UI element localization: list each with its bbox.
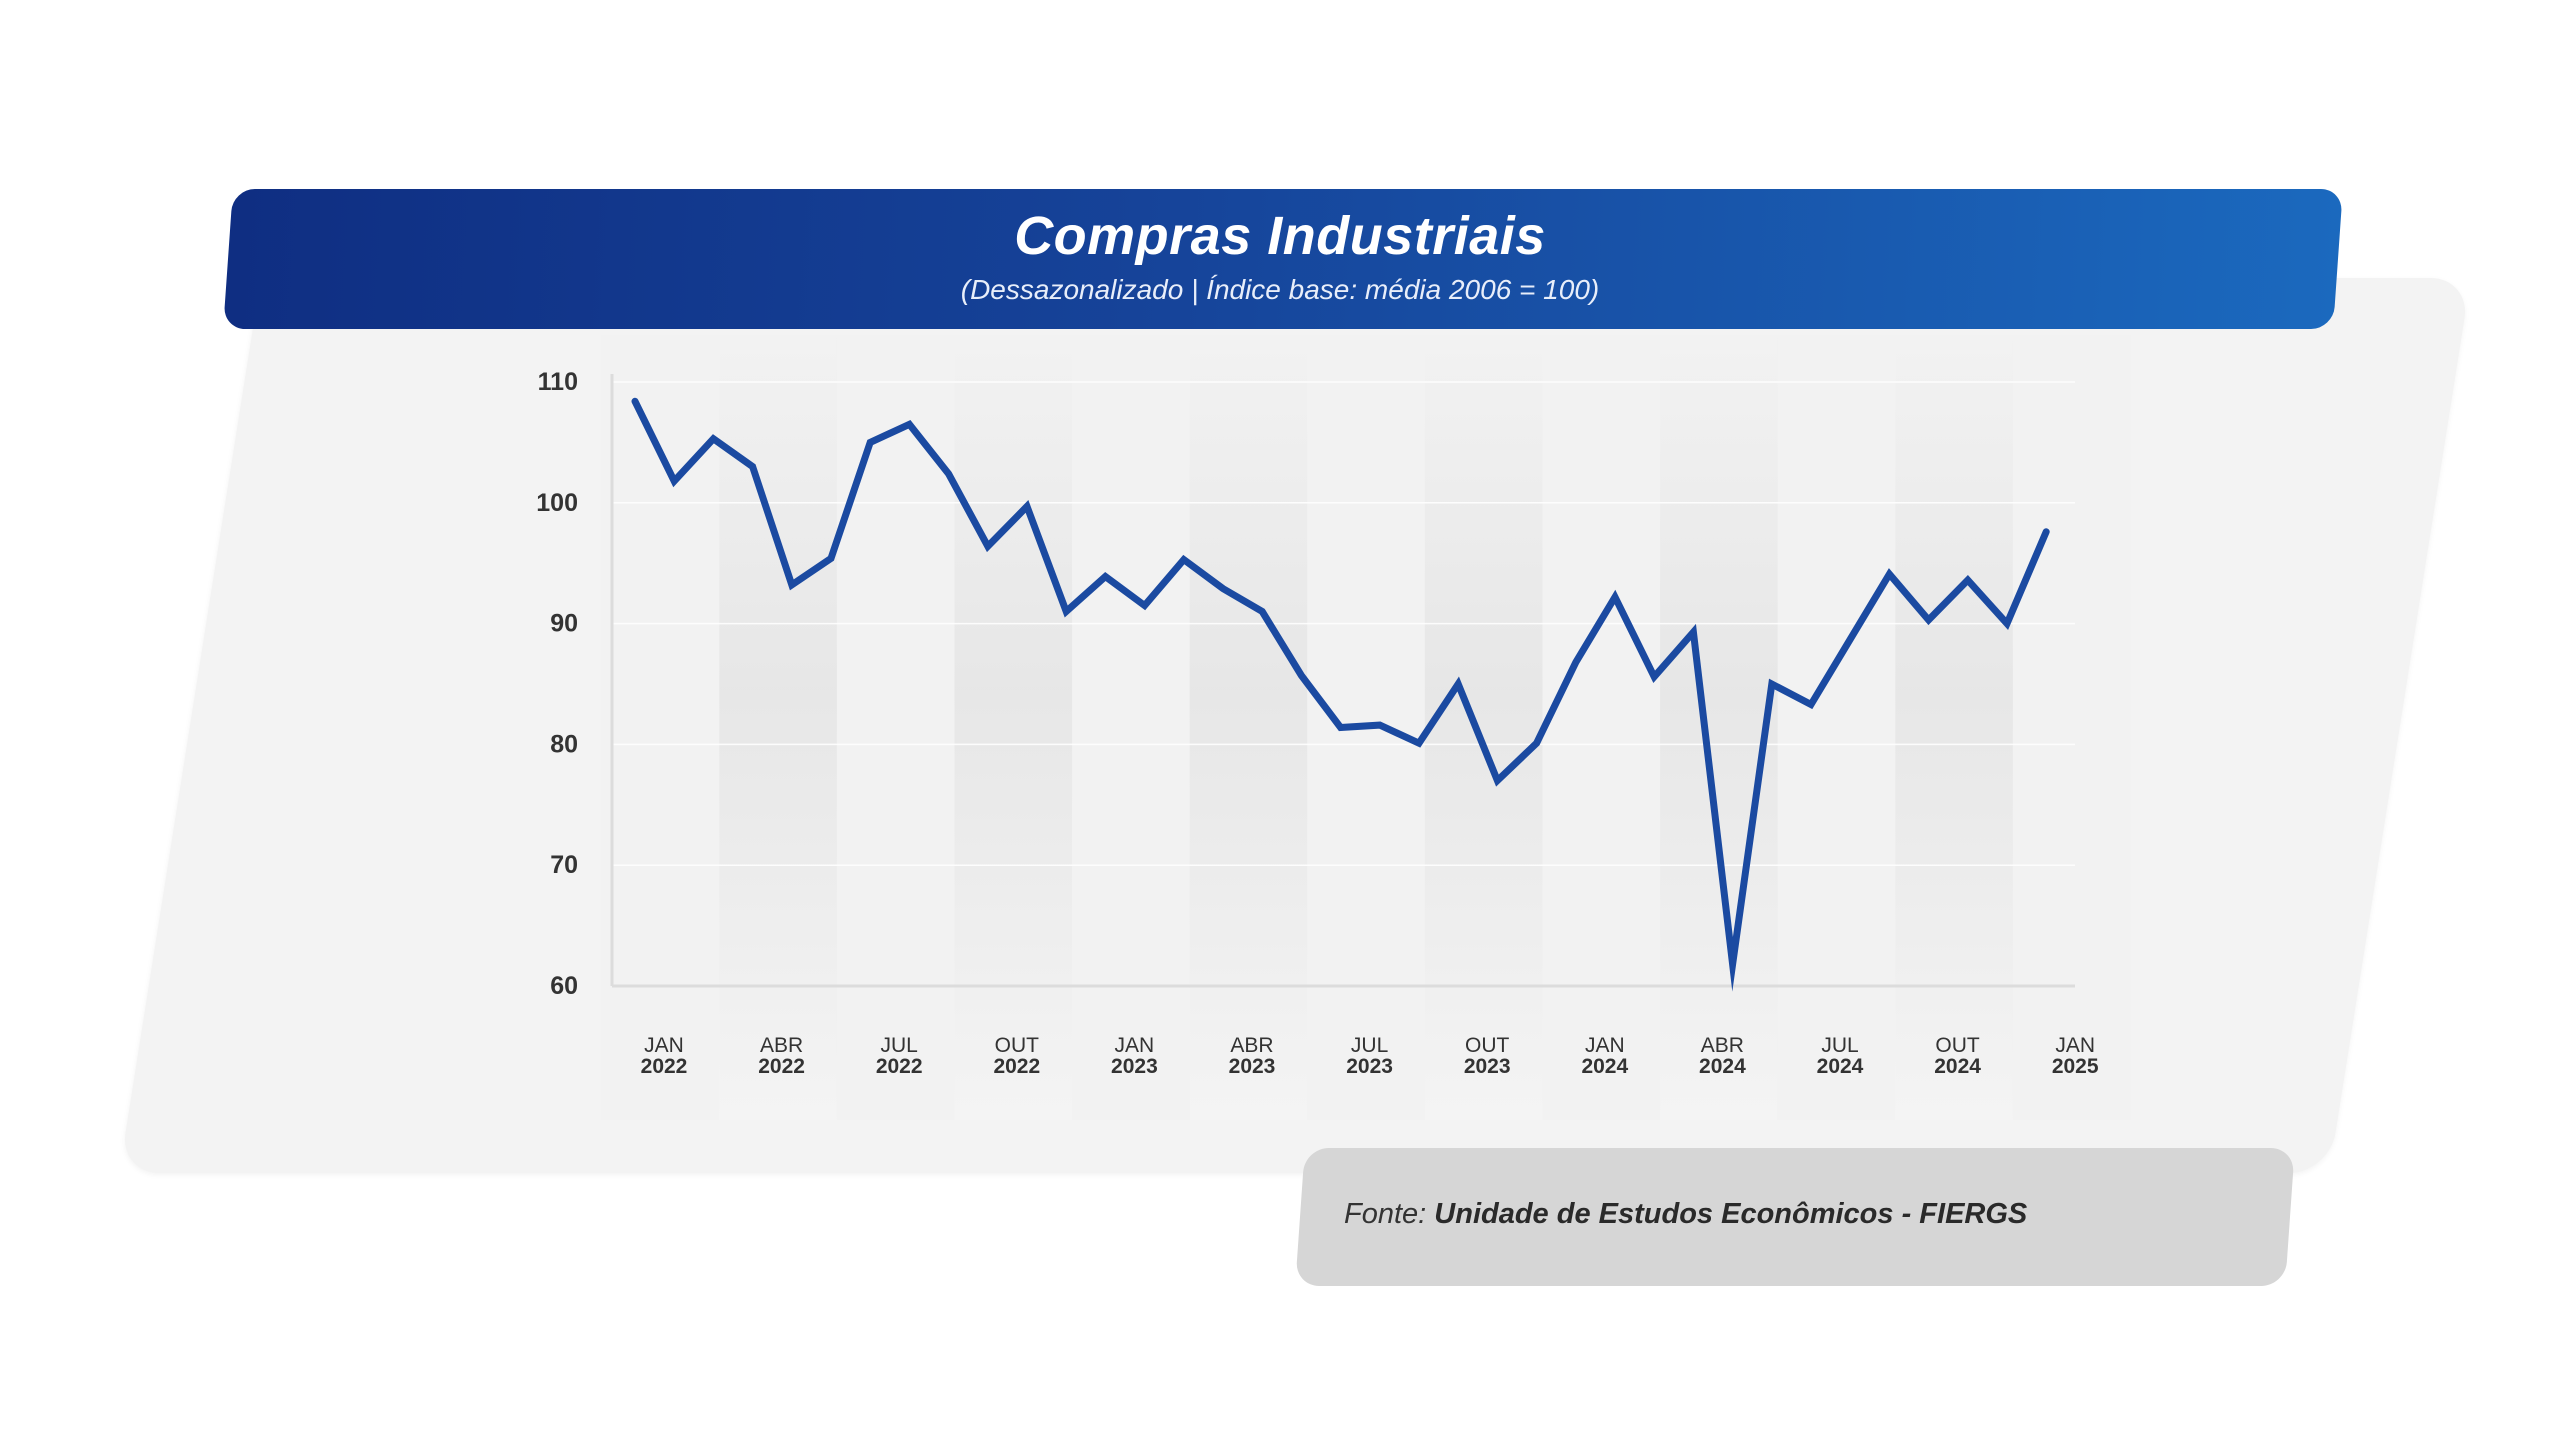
- x-tick-year: 2024: [1934, 1055, 1981, 1078]
- y-tick-labels: 60 70 80 90 100 110: [536, 368, 578, 1000]
- x-tick-year: 2023: [1464, 1055, 1511, 1078]
- quarter-band: [1660, 335, 1778, 1120]
- quarter-band: [1895, 335, 2013, 1120]
- quarter-band: [601, 335, 720, 1120]
- x-tick-year: 2023: [1346, 1055, 1393, 1078]
- x-tick-labels: JAN2022ABR2022JUL2022OUT2022JAN2023ABR20…: [641, 1034, 2099, 1078]
- quarter-bands: [601, 335, 2131, 1120]
- x-tick-month: OUT: [1465, 1034, 1510, 1057]
- x-tick-month: JUL: [1821, 1034, 1858, 1057]
- quarter-band: [1189, 335, 1308, 1120]
- gridlines: [612, 381, 2075, 866]
- quarter-band: [719, 335, 837, 1120]
- x-tick-year: 2024: [1699, 1055, 1746, 1078]
- source-text: Fonte: Unidade de Estudos Econômicos - F…: [1344, 1198, 2027, 1231]
- x-tick-month: JAN: [2055, 1034, 2095, 1057]
- x-tick-month: JAN: [1585, 1034, 1625, 1057]
- quarter-band: [954, 335, 1073, 1120]
- x-tick-year: 2022: [758, 1055, 805, 1078]
- x-tick-month: JAN: [644, 1034, 684, 1057]
- x-tick-year: 2023: [1111, 1055, 1158, 1078]
- x-tick-month: OUT: [995, 1034, 1040, 1057]
- y-tick-label: 90: [550, 610, 578, 638]
- y-tick-label: 60: [550, 972, 578, 1000]
- x-tick-month: ABR: [1230, 1034, 1273, 1057]
- quarter-band: [1072, 335, 1190, 1120]
- source-prefix: Fonte:: [1344, 1198, 1435, 1230]
- quarter-band: [1542, 335, 1661, 1120]
- x-tick-month: JUL: [1351, 1034, 1388, 1057]
- x-tick-month: JAN: [1115, 1034, 1155, 1057]
- quarter-band: [1777, 335, 1896, 1120]
- quarter-band: [1424, 335, 1543, 1120]
- x-tick-year: 2022: [993, 1055, 1040, 1078]
- x-tick-year: 2023: [1229, 1055, 1276, 1078]
- y-tick-label: 110: [538, 368, 578, 396]
- series-lines: [631, 397, 2050, 992]
- x-tick-year: 2024: [1581, 1055, 1628, 1078]
- x-tick-month: JUL: [881, 1034, 918, 1057]
- quarter-band: [2012, 335, 2131, 1120]
- y-tick-label: 80: [550, 730, 578, 758]
- x-tick-year: 2022: [876, 1055, 923, 1078]
- x-tick-year: 2022: [641, 1055, 688, 1078]
- chart-title: Compras Industriais: [1014, 206, 1546, 266]
- source-name: Unidade de Estudos Econômicos - FIERGS: [1434, 1198, 2028, 1230]
- axes: [610, 374, 2075, 988]
- x-tick-month: ABR: [760, 1034, 803, 1057]
- x-tick-year: 2024: [1817, 1055, 1864, 1078]
- y-tick-label: 70: [550, 851, 578, 879]
- x-tick-month: ABR: [1701, 1034, 1744, 1057]
- chart-subtitle: (Dessazonalizado | Índice base: média 20…: [960, 274, 1600, 305]
- x-tick-month: OUT: [1935, 1034, 1980, 1057]
- y-tick-label: 100: [536, 489, 578, 517]
- quarter-band: [836, 335, 955, 1120]
- x-tick-year: 2025: [2052, 1055, 2099, 1078]
